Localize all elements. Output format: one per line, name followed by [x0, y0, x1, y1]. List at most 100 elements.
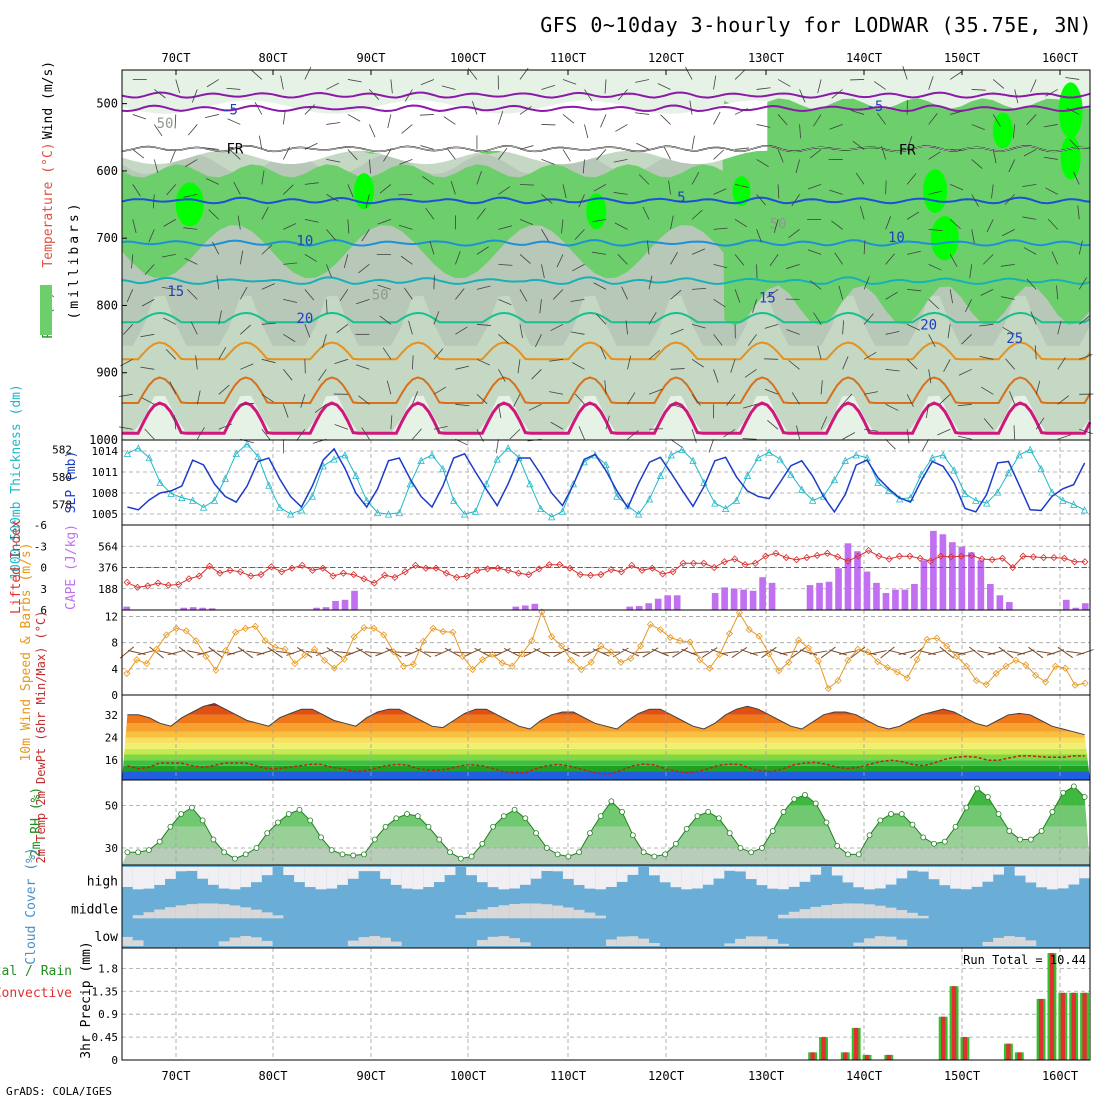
wind-barb [691, 394, 701, 406]
cloud-cover-bar [401, 867, 413, 889]
wind-barb [734, 108, 748, 115]
cloud-cover-bar [885, 907, 897, 919]
precip-convective-bar [886, 1054, 891, 1060]
cloud-cover-bar [595, 915, 606, 919]
cloud-cover-bar [874, 936, 886, 946]
wind-speed-point [1081, 679, 1089, 687]
y-tick-pressure: 800 [96, 298, 118, 312]
wind-barb [572, 362, 585, 370]
wind-barb [648, 312, 657, 325]
contour-label: 10 [296, 234, 313, 250]
wind-barb [322, 334, 327, 348]
wind-barb [885, 216, 892, 230]
wind-speed-point [1041, 678, 1050, 686]
rh-bright-spot [175, 182, 204, 227]
rh-2m-point [393, 815, 400, 822]
wind-barb [304, 182, 319, 185]
thickness-point [178, 493, 186, 502]
wind-10m-barb [356, 647, 372, 658]
thickness-point [417, 456, 425, 464]
thickness-point [1026, 445, 1034, 453]
wind-10m-barb [326, 647, 343, 658]
cape-bar [768, 582, 776, 610]
cloud-cover-bar [864, 904, 875, 919]
cape-bar [531, 603, 539, 610]
wind-barb [838, 285, 844, 300]
temp-color-band [122, 723, 1090, 732]
lifted-index-point [710, 563, 718, 572]
wind-barb [433, 386, 447, 395]
wind-speed-point [360, 624, 368, 632]
thickness-point [460, 510, 469, 518]
wind-speed-point [883, 663, 892, 672]
wind-barb [992, 79, 1005, 89]
wind-barb [153, 124, 163, 137]
wind-10m-barb [167, 649, 186, 656]
rh-2m-point [404, 811, 410, 817]
wind-barb [863, 351, 877, 360]
contour-label: 50 [770, 217, 787, 233]
wind-barb [429, 240, 435, 255]
wind-speed-point [498, 659, 506, 667]
lifted-index-point [782, 554, 790, 562]
rh-color-band [122, 848, 1090, 865]
wind-barb [141, 298, 155, 307]
wind-barb [902, 66, 908, 80]
wind-barb [304, 66, 312, 80]
y-tick-slp: 1008 [92, 487, 119, 500]
wind-barb [368, 159, 371, 174]
lifted-index-point [133, 583, 142, 591]
wind-speed-point [785, 658, 793, 666]
thickness-point [547, 512, 556, 521]
wind-barb [509, 428, 521, 440]
wind-speed-point [992, 669, 1000, 677]
cloud-cover-bar [616, 867, 628, 882]
wind-barb [1014, 89, 1019, 104]
wind-speed-point [577, 665, 585, 674]
wind-barb [748, 334, 757, 346]
cape-bar [645, 603, 653, 610]
wind-10m-barb [969, 646, 984, 659]
thickness-point [917, 470, 926, 478]
y-tick-pressure: 500 [96, 97, 118, 111]
wind-speed-point [518, 650, 526, 658]
wind-barb [766, 289, 779, 298]
y-tick-li: -6 [34, 519, 47, 532]
x-tick-bottom: 160CT [1042, 1069, 1078, 1083]
lifted-index-point [638, 566, 646, 574]
wind-barb [531, 369, 542, 380]
wind-10m-barb [731, 647, 748, 658]
rh-2m-point [995, 811, 1002, 817]
wind-barb [885, 403, 899, 411]
rh-2m-point [124, 849, 131, 856]
wind-barb [443, 116, 456, 125]
wind-barb [1043, 124, 1058, 128]
thickness-line [127, 443, 1085, 518]
lifted-index-point [741, 561, 749, 569]
wind-barb [1005, 358, 1016, 370]
wind-barb [1026, 278, 1037, 290]
cloud-cover-bar [380, 867, 391, 879]
wind-barb [283, 223, 297, 230]
wind-barb [562, 184, 567, 199]
cloud-cover-bar [756, 867, 768, 886]
ylabel-cloud: Cloud Cover (%) [24, 847, 39, 964]
wind-barb [1057, 434, 1072, 440]
thickness-point [330, 455, 338, 463]
cape-bar [512, 606, 520, 610]
lifted-index-point [339, 569, 347, 577]
wind-barb [885, 291, 898, 300]
cape-bar [332, 600, 339, 610]
wind-barb [842, 320, 844, 335]
wind-barb [218, 346, 227, 360]
cloud-cover-bar [831, 903, 843, 919]
wind-speed-point [291, 660, 299, 668]
wind-barb [617, 254, 628, 265]
lifted-index-point [422, 564, 430, 572]
wind-barb [1043, 156, 1058, 160]
wind-barb [957, 403, 972, 407]
wind-barb [420, 145, 435, 150]
thickness-point [265, 481, 273, 489]
thickness-point [874, 478, 882, 486]
lifted-index-point [834, 553, 842, 561]
